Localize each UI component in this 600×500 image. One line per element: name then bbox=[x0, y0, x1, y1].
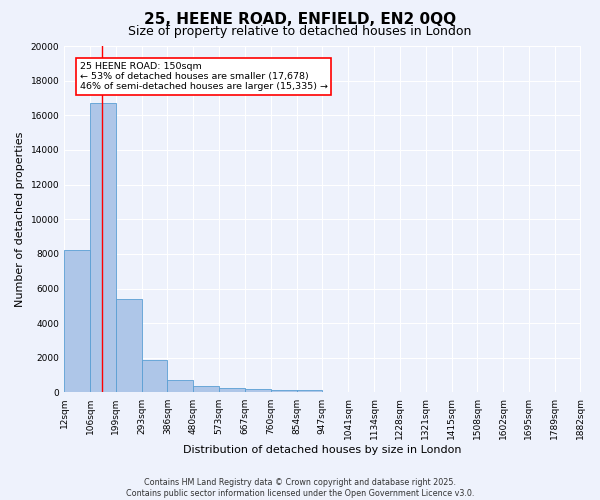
Bar bbox=[245, 390, 271, 392]
Text: 25 HEENE ROAD: 150sqm
← 53% of detached houses are smaller (17,678)
46% of semi-: 25 HEENE ROAD: 150sqm ← 53% of detached … bbox=[80, 62, 328, 92]
Bar bbox=[167, 380, 193, 392]
Bar bbox=[271, 390, 296, 392]
Text: Contains HM Land Registry data © Crown copyright and database right 2025.
Contai: Contains HM Land Registry data © Crown c… bbox=[126, 478, 474, 498]
Bar bbox=[296, 390, 322, 392]
Y-axis label: Number of detached properties: Number of detached properties bbox=[15, 132, 25, 307]
Bar bbox=[64, 250, 90, 392]
Text: 25, HEENE ROAD, ENFIELD, EN2 0QQ: 25, HEENE ROAD, ENFIELD, EN2 0QQ bbox=[144, 12, 456, 28]
Text: Size of property relative to detached houses in London: Size of property relative to detached ho… bbox=[128, 25, 472, 38]
Bar bbox=[116, 299, 142, 392]
Bar bbox=[90, 103, 116, 393]
X-axis label: Distribution of detached houses by size in London: Distribution of detached houses by size … bbox=[183, 445, 461, 455]
Bar bbox=[142, 360, 167, 392]
Bar bbox=[193, 386, 219, 392]
Bar bbox=[219, 388, 245, 392]
